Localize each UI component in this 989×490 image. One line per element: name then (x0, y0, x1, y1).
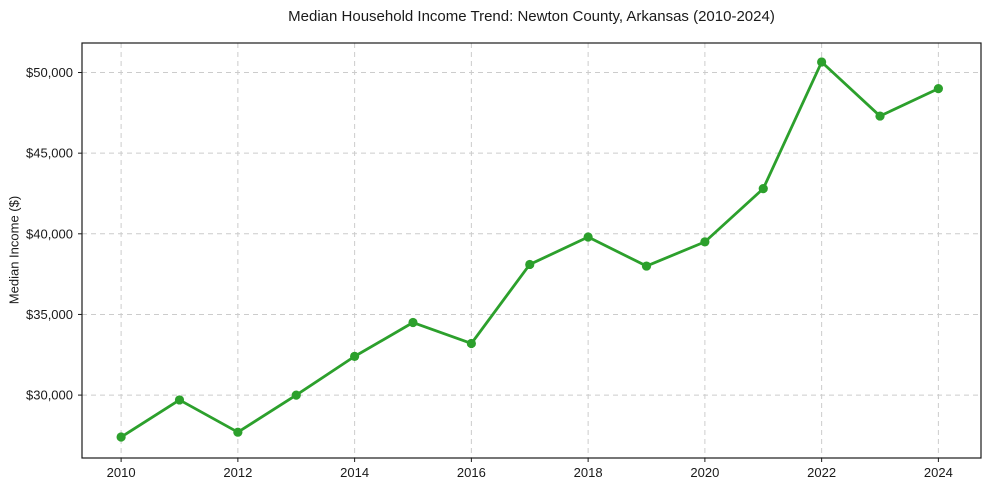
x-tick-label: 2016 (457, 465, 486, 480)
y-tick-label: $35,000 (26, 307, 73, 322)
plot-border (81, 42, 982, 459)
x-tick-label: 2020 (690, 465, 719, 480)
data-point (116, 432, 126, 442)
data-point (350, 351, 360, 361)
data-point (525, 259, 535, 270)
x-tick-label: 2010 (107, 465, 136, 480)
data-point (291, 390, 301, 400)
y-tick-label: $40,000 (26, 226, 73, 241)
y-tick-label: $30,000 (26, 388, 73, 403)
trend-line (119, 60, 940, 439)
data-point (466, 338, 476, 349)
data-point (817, 57, 827, 67)
x-tick-label: 2022 (807, 465, 836, 480)
data-point (641, 261, 652, 271)
data-point (408, 317, 418, 328)
data-point (933, 84, 943, 94)
data-point (875, 111, 885, 121)
x-tick-label: 2024 (924, 465, 953, 480)
data-point (700, 237, 710, 247)
data-point (233, 427, 243, 437)
data-point (758, 184, 768, 194)
x-tick-label: 2012 (223, 465, 252, 480)
x-tick-label: 2014 (340, 465, 369, 480)
data-point (174, 395, 185, 405)
y-tick-label: $50,000 (26, 65, 73, 80)
chart-title: Median Household Income Trend: Newton Co… (288, 8, 775, 25)
y-tick-label: $45,000 (26, 146, 73, 161)
data-point (583, 232, 593, 242)
x-tick-label: 2018 (574, 465, 603, 480)
